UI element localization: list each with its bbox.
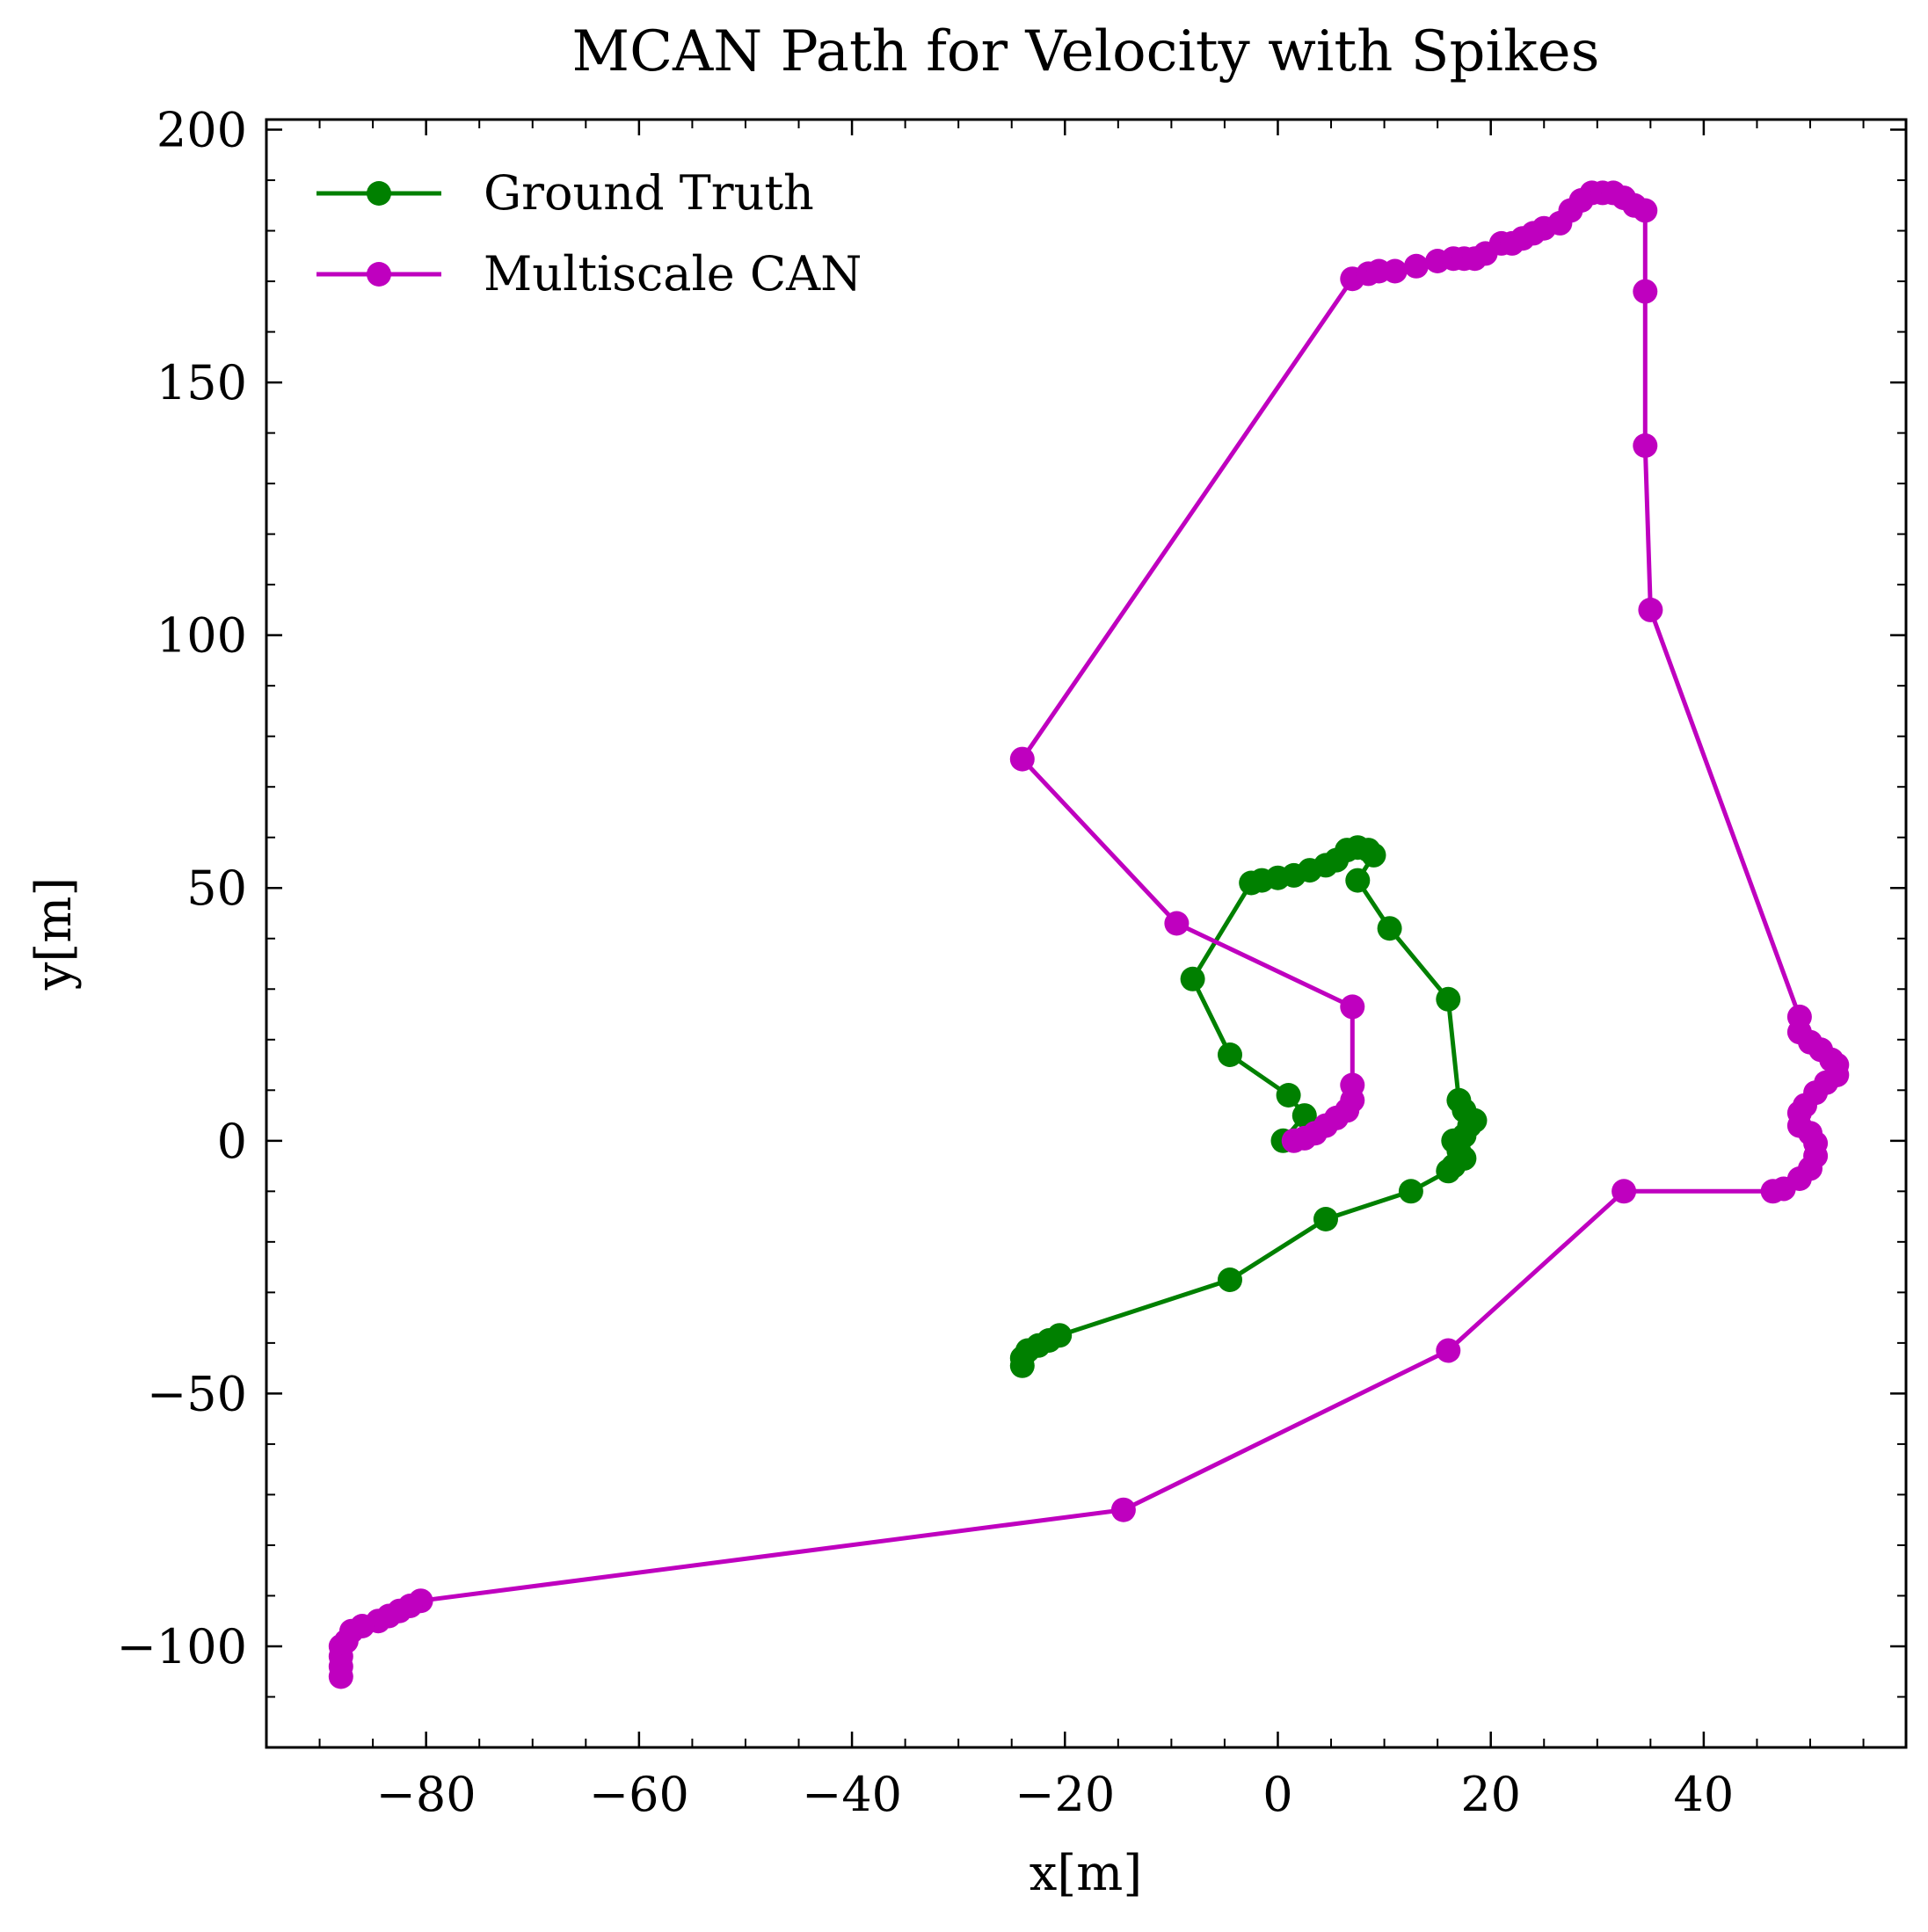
y-tick-label: 150 [156, 355, 247, 410]
legend: Ground Truth Multiscale CAN [316, 165, 862, 301]
data-point-multiscale-can [1340, 994, 1365, 1020]
x-tick-label: 20 [1460, 1767, 1521, 1822]
data-point-multiscale-can [1633, 279, 1658, 304]
data-point-multiscale-can [1340, 1072, 1365, 1098]
data-point-multiscale-can [328, 1664, 353, 1689]
x-tick-label: −40 [802, 1767, 902, 1822]
data-point-ground-truth [1218, 1267, 1242, 1292]
x-tick-label: −60 [589, 1767, 689, 1822]
data-point-ground-truth [1313, 1207, 1338, 1231]
legend-marker-ground-truth [367, 181, 391, 206]
data-point-ground-truth [1436, 986, 1461, 1012]
legend-marker-multiscale-can [367, 262, 391, 287]
data-point-multiscale-can [1633, 198, 1658, 223]
data-point-multiscale-can [1436, 1338, 1461, 1363]
data-point-ground-truth [1361, 842, 1386, 868]
x-axis-label: x[m] [1029, 1845, 1142, 1902]
data-point-ground-truth [1436, 1158, 1461, 1184]
data-point-multiscale-can [1382, 258, 1408, 284]
data-point-multiscale-can [1110, 1497, 1136, 1522]
series-multiscale-can [328, 180, 1850, 1689]
y-tick-label: 100 [156, 608, 247, 664]
x-tick-label: −20 [1015, 1767, 1115, 1822]
data-point-multiscale-can [1760, 1179, 1786, 1204]
y-tick-label: 200 [156, 103, 247, 158]
ticks-layer: −80 −60 −40 −20 0 20 40 −100 −50 0 50 100 150 200 [117, 103, 1906, 1822]
data-point-ground-truth [1009, 1353, 1035, 1378]
data-point-multiscale-can [1633, 433, 1658, 458]
y-tick-label: 50 [186, 861, 247, 916]
data-point-ground-truth [1291, 1103, 1317, 1129]
data-point-multiscale-can [1403, 253, 1429, 279]
y-tick-label: −50 [147, 1366, 247, 1421]
data-point-multiscale-can [1164, 911, 1190, 936]
legend-item-ground-truth: Ground Truth [316, 165, 814, 221]
series-layer [328, 180, 1850, 1689]
plot-frame [265, 118, 1908, 1749]
data-point-multiscale-can [1638, 597, 1663, 622]
chart-title: MCAN Path for Velocity with Spikes [572, 19, 1600, 84]
y-axis-label: y[m] [25, 877, 83, 991]
x-tick-label: −80 [376, 1767, 477, 1822]
data-point-ground-truth [1398, 1179, 1423, 1204]
data-point-ground-truth [1345, 868, 1371, 893]
data-point-multiscale-can [1009, 746, 1035, 772]
data-point-ground-truth [1180, 966, 1205, 991]
x-tick-label: 40 [1674, 1767, 1735, 1822]
legend-label-multiscale-can: Multiscale CAN [484, 246, 862, 301]
y-tick-label: 0 [217, 1114, 247, 1169]
data-point-multiscale-can [1612, 1179, 1637, 1204]
data-point-ground-truth [1276, 1083, 1301, 1108]
data-point-ground-truth [1377, 916, 1402, 941]
legend-item-multiscale-can: Multiscale CAN [316, 246, 862, 301]
x-tick-label: 0 [1262, 1767, 1292, 1822]
y-tick-label: −100 [117, 1619, 247, 1674]
legend-label-ground-truth: Ground Truth [484, 165, 814, 221]
data-point-ground-truth [1218, 1042, 1242, 1067]
